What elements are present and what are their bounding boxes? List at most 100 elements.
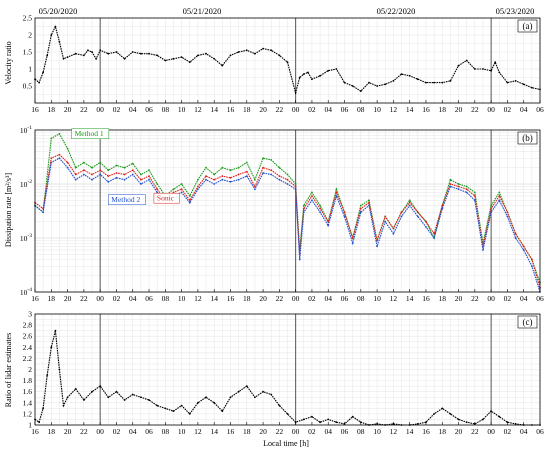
data-point xyxy=(197,185,199,188)
x-tick-label: 16 xyxy=(31,427,39,436)
x-tick-label: 16 xyxy=(31,294,39,303)
data-point xyxy=(38,81,40,84)
x-tick-label: 00 xyxy=(96,294,104,303)
x-tick-label: 12 xyxy=(194,427,202,436)
data-point xyxy=(270,49,273,52)
x-tick-label: 18 xyxy=(48,294,56,303)
data-point xyxy=(245,49,248,52)
data-point xyxy=(531,258,533,261)
x-tick-label: 00 xyxy=(292,294,300,303)
x-tick-label: 02 xyxy=(308,105,316,114)
x-tick-label: 20 xyxy=(64,294,72,303)
data-point xyxy=(416,215,419,218)
data-point xyxy=(433,81,435,84)
data-point xyxy=(425,226,427,228)
data-point xyxy=(278,178,281,181)
data-point xyxy=(180,191,183,194)
data-point xyxy=(473,195,476,197)
data-point xyxy=(482,68,484,70)
data-point xyxy=(351,85,354,87)
data-point xyxy=(156,404,159,407)
data-point xyxy=(408,199,411,202)
data-point xyxy=(465,59,468,62)
x-tick-label: 16 xyxy=(422,105,430,114)
data-point xyxy=(180,183,183,185)
data-point xyxy=(74,173,77,176)
data-point xyxy=(473,199,476,202)
data-point xyxy=(205,175,207,178)
x-tick-label: 14 xyxy=(406,427,414,436)
data-point xyxy=(262,157,264,160)
data-point xyxy=(433,237,435,239)
data-point xyxy=(74,52,77,55)
data-point xyxy=(302,73,305,75)
data-point xyxy=(131,169,134,172)
data-point xyxy=(74,178,77,181)
data-point xyxy=(205,52,207,55)
data-point xyxy=(180,188,183,191)
data-point xyxy=(197,401,199,404)
data-point xyxy=(490,207,492,210)
data-point xyxy=(99,161,102,164)
x-tick-label: 06 xyxy=(145,294,153,303)
data-point xyxy=(188,195,191,197)
data-point xyxy=(107,52,110,55)
data-point xyxy=(254,178,256,181)
x-tick-label: 04 xyxy=(324,105,332,114)
data-point xyxy=(270,159,273,161)
data-point xyxy=(254,396,256,399)
x-axis-label: Local time [h] xyxy=(263,439,309,448)
data-point xyxy=(123,178,126,181)
data-point xyxy=(441,204,444,207)
x-tick-label: 18 xyxy=(243,294,251,303)
series-line-sonic xyxy=(34,153,541,288)
data-point xyxy=(91,178,93,181)
data-point xyxy=(327,224,330,227)
data-point xyxy=(38,421,40,424)
y-tick-label: 2.4 xyxy=(23,343,33,352)
data-point xyxy=(42,211,44,214)
x-tick-label: 20 xyxy=(64,427,72,436)
x-tick-label: 06 xyxy=(536,294,544,303)
data-point xyxy=(384,215,387,218)
data-point xyxy=(376,245,378,248)
data-point xyxy=(278,404,281,407)
data-point xyxy=(197,178,199,181)
data-point xyxy=(148,178,150,181)
data-point xyxy=(490,211,492,214)
data-point xyxy=(465,188,468,191)
x-tick-label: 00 xyxy=(96,105,104,114)
data-point xyxy=(351,237,354,239)
data-point xyxy=(531,265,533,268)
data-point xyxy=(465,191,468,194)
date-label-4: 05/23/2020 xyxy=(496,6,535,16)
x-tick-label: 04 xyxy=(129,105,137,114)
x-tick-label: 02 xyxy=(113,105,121,114)
x-tick-label: 08 xyxy=(162,105,170,114)
data-point xyxy=(115,164,118,167)
annotation-box xyxy=(108,194,146,205)
data-point xyxy=(46,374,49,376)
x-tick-label: 22 xyxy=(471,105,479,114)
data-point xyxy=(205,396,207,399)
data-point xyxy=(449,80,452,82)
data-point xyxy=(221,64,224,67)
data-point xyxy=(245,385,248,387)
data-point xyxy=(319,211,321,214)
data-point xyxy=(441,207,444,210)
data-point xyxy=(311,199,313,202)
x-tick-label: 00 xyxy=(96,427,104,436)
x-tick-label: 22 xyxy=(80,105,88,114)
data-point xyxy=(237,166,240,169)
data-point xyxy=(270,393,273,396)
panel-label: (a) xyxy=(523,21,533,31)
data-point xyxy=(99,169,102,172)
data-point xyxy=(131,173,134,176)
data-point xyxy=(74,388,77,390)
x-tick-label: 16 xyxy=(227,427,235,436)
data-point xyxy=(164,407,167,410)
data-point xyxy=(66,161,69,164)
x-tick-label: 00 xyxy=(292,105,300,114)
x-tick-label: 20 xyxy=(455,294,463,303)
data-point xyxy=(368,201,370,204)
